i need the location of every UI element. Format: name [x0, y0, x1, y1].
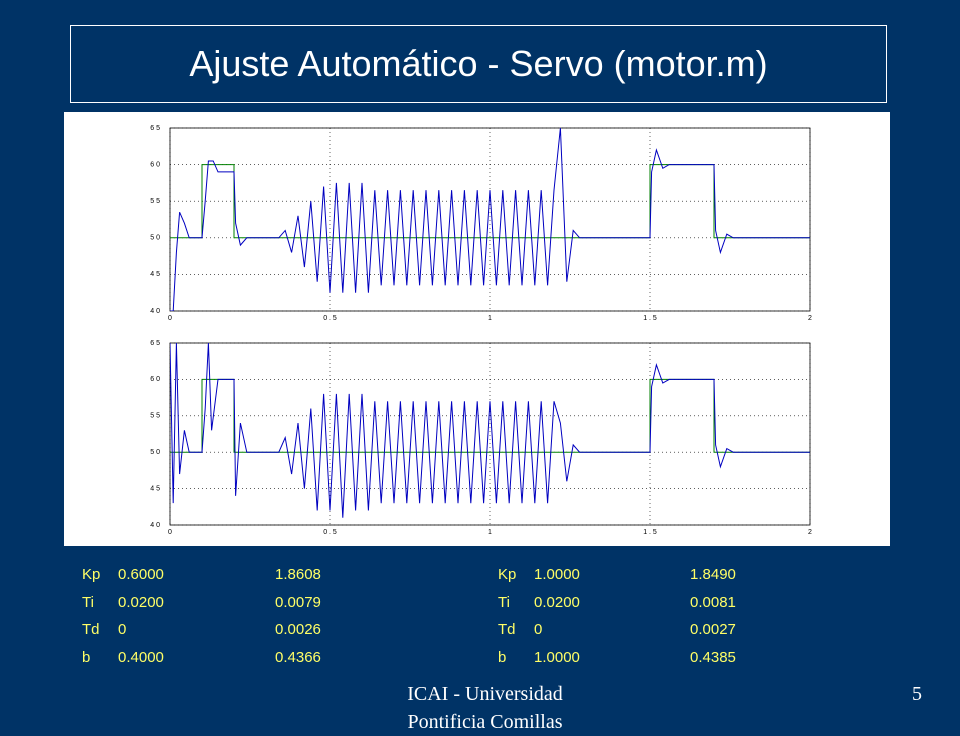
parameter-name: Td [498, 621, 516, 638]
y-tick-label: 4 0 [150, 522, 160, 529]
plot-frame [169, 342, 811, 526]
parameter-value: 1.0000 [534, 566, 580, 583]
y-tick-label: 5 0 [150, 449, 160, 456]
x-tick-label: 1 . 5 [643, 529, 657, 536]
y-tick-label: 5 5 [150, 413, 160, 420]
parameter-value: 0 [534, 621, 543, 638]
x-tick-label: 0 . 5 [323, 315, 337, 322]
plot-frame [169, 127, 811, 312]
parameter-value: 0.0079 [275, 594, 321, 611]
x-tick-label: 2 [808, 529, 812, 536]
chart: 4 0 4 5 5 0 5 5 6 0 6 5 0 0 . 5 1 1 . 5 2 [150, 340, 812, 536]
y-tick-label: 5 0 [150, 235, 160, 242]
y-tick-label: 6 0 [150, 161, 160, 168]
parameter-value: 0.4000 [118, 649, 164, 666]
parameter-name: Ti [82, 594, 94, 611]
parameter-value: 0.0081 [690, 594, 736, 611]
parameter-value: 0.0026 [275, 621, 321, 638]
y-tick-label: 5 5 [150, 198, 160, 205]
chart: 4 0 4 5 5 0 5 5 6 0 6 5 0 0 . 5 1 1 . 5 2 [150, 125, 812, 322]
parameter-name: Ti [498, 594, 510, 611]
y-tick-label: 4 0 [150, 308, 160, 315]
x-tick-label: 0 [168, 529, 172, 536]
parameter-name: Kp [498, 566, 517, 583]
y-tick-label: 4 5 [150, 271, 160, 278]
parameter-name: Kp [82, 566, 101, 583]
x-tick-label: 1 . 5 [643, 315, 657, 322]
plot-background [64, 112, 890, 546]
parameter-value: 0.0200 [118, 594, 164, 611]
y-tick-label: 6 5 [150, 340, 160, 347]
charts: 4 0 4 5 5 0 5 5 6 0 6 5 0 0 . 5 1 1 . 5 2 4 0 4 5 5 0… [64, 112, 890, 546]
x-tick-label: 0 . 5 [323, 529, 337, 536]
y-tick-label: 6 5 [150, 125, 160, 132]
parameter-name: b [498, 649, 507, 666]
x-tick-label: 0 [168, 315, 172, 322]
parameter-value: 0.4385 [690, 649, 736, 666]
parameter-value: 0.0200 [534, 594, 580, 611]
y-tick-label: 6 0 [150, 376, 160, 383]
parameter-value: 1.8490 [690, 566, 736, 583]
parameter-value: 1.8608 [275, 566, 321, 583]
signal-line [170, 128, 810, 311]
parameter-value: 0.4366 [275, 649, 321, 666]
slide-title: Ajuste Automático - Servo (motor.m) [70, 25, 887, 103]
parameter-value: 0.0027 [690, 621, 736, 638]
footer: ICAI - Universidad Pontificia Comillas [407, 683, 563, 733]
x-tick-label: 1 [488, 315, 492, 322]
y-tick-label: 4 5 [150, 485, 160, 492]
parameter-value: 1.0000 [534, 649, 580, 666]
parameter-name: b [82, 649, 91, 666]
parameter-value: 0.6000 [118, 566, 164, 583]
page-number: 5 [912, 683, 922, 705]
parameter-name: Td [82, 621, 100, 638]
x-tick-label: 1 [488, 529, 492, 536]
signal-line [170, 343, 810, 518]
x-tick-label: 2 [808, 315, 812, 322]
parameter-value: 0 [118, 621, 127, 638]
